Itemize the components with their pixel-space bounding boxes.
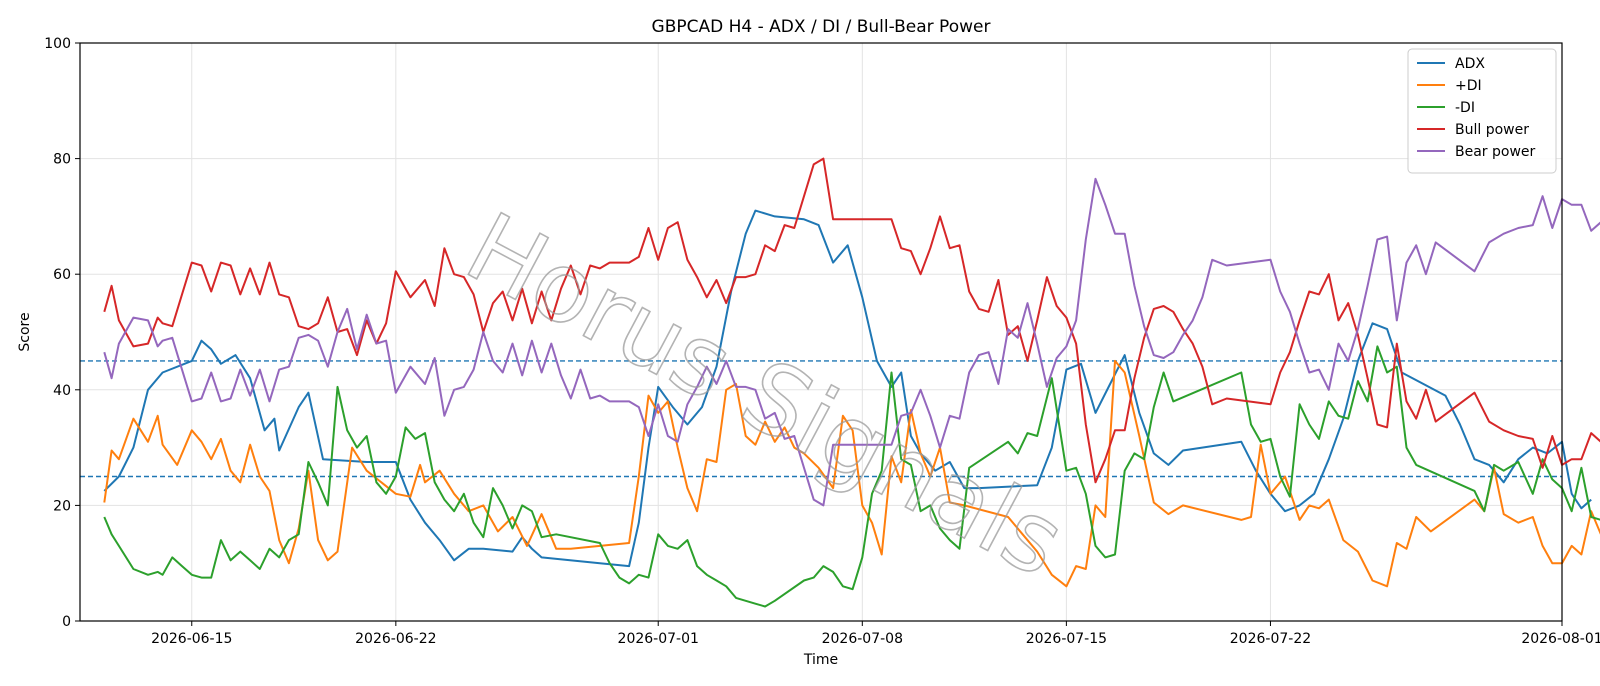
y-tick-label: 20	[53, 498, 71, 514]
series-line--di	[103, 345, 1600, 608]
x-tick-label: 2026-07-08	[822, 631, 903, 647]
legend-box	[1407, 48, 1557, 174]
plot-frame	[79, 42, 1563, 622]
series-lines	[103, 157, 1600, 608]
chart-title: GBPCAD H4 - ADX / DI / Bull-Bear Power	[652, 17, 991, 37]
legend-label: -DI	[1455, 100, 1475, 116]
legend-label: Bull power	[1455, 122, 1529, 138]
y-axis-title: Score	[17, 312, 33, 351]
x-tick-label: 2026-07-22	[1230, 631, 1311, 647]
y-tick-label: 80	[53, 152, 71, 168]
y-axis: 0 20 40 60 80 100	[44, 36, 80, 630]
x-tick-label: 2026-07-15	[1026, 631, 1107, 647]
y-tick-label: 40	[53, 383, 71, 399]
y-tick-label: 60	[53, 267, 71, 283]
reference-lines	[80, 360, 1562, 478]
legend-label: ADX	[1455, 56, 1485, 72]
x-axis: 2026-06-15 2026-06-22 2026-07-01 2026-07-08…	[151, 621, 1600, 647]
series-line-adx	[103, 209, 1592, 568]
x-tick-label: 2026-08-01	[1521, 631, 1600, 647]
x-tick-label: 2026-06-22	[355, 631, 436, 647]
x-tick-label: 2026-06-15	[151, 631, 232, 647]
x-tick-label: 2026-07-01	[618, 631, 699, 647]
x-axis-title: Time	[803, 652, 838, 668]
legend-label: +DI	[1455, 78, 1482, 94]
series-line-bear-power	[103, 177, 1600, 507]
legend: ADX +DI -DI Bull power Bear power	[1407, 48, 1557, 174]
y-tick-label: 100	[44, 36, 71, 52]
legend-label: Bear power	[1455, 144, 1536, 160]
series-line-bull-power	[103, 157, 1600, 484]
y-tick-label: 0	[62, 614, 71, 630]
